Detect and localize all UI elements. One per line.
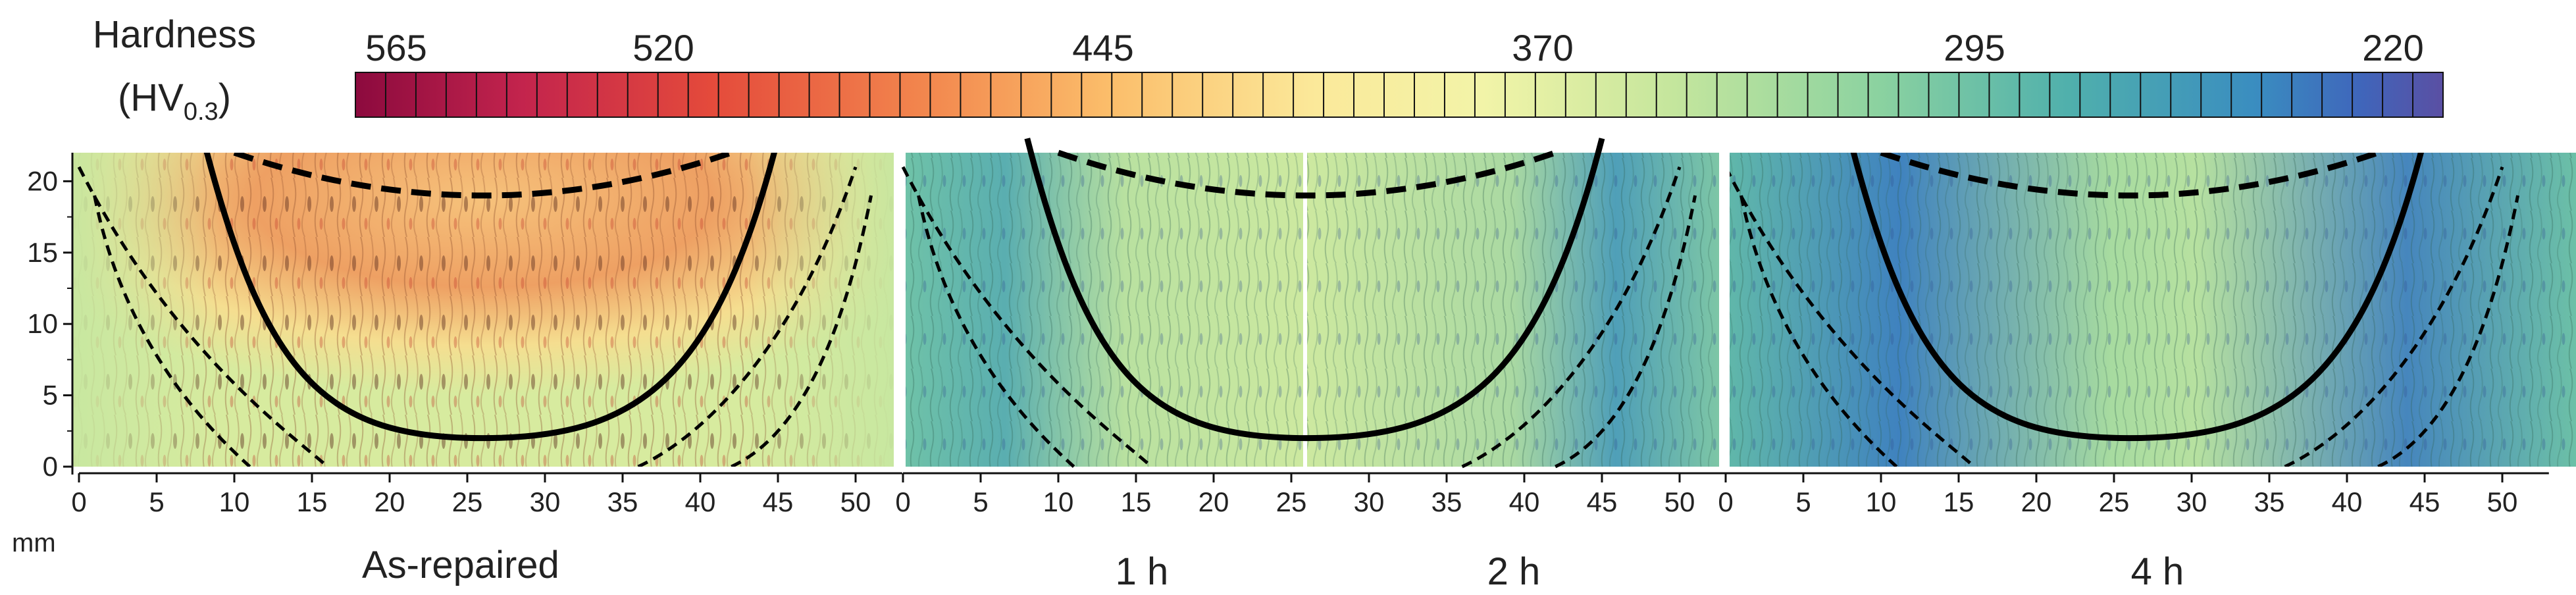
top-dashed-line [1057,149,1557,199]
heatmap-edge-fade [72,153,894,467]
fusion-boundaries [77,153,873,467]
panel-caption: As-repaired [362,544,559,586]
x-tick-label: 10 [1866,486,1897,517]
x-tick-label: 15 [1944,486,1974,517]
colorbar-tick-label: 520 [632,27,694,68]
x-tick-label: 30 [1354,486,1385,517]
x-tick-label: 0 [71,486,86,517]
x-axis: 0 5 10 15 20 25 30 35 40 45 50 [1718,472,2549,517]
colorbar-tick-label: 370 [1512,27,1573,68]
x-tick-label: 20 [2021,486,2052,517]
colorbar-title-line1: Hardness [93,13,256,56]
haz-inner-dashed-line [77,166,858,467]
haz-inner-dashed-line [1730,166,2504,467]
panel-as-repaired: 0 5 10 15 20 0 5 10 15 20 25 30 35 40 45 50 mm As-repa… [12,153,902,586]
colorbar-gradient [355,72,2443,117]
x-tick-label: 50 [2487,486,2518,517]
heatmap-texture [1305,153,1719,467]
x-tick-label: 45 [1587,486,1618,517]
x-tick-label: 40 [2332,486,2363,517]
x-tick-label: 15 [1121,486,1152,517]
y-tick-label: 10 [27,308,58,339]
x-tick-label: 5 [973,486,988,517]
x-tick-label: 40 [685,486,716,517]
haz-outer-dashed-line [917,195,1697,469]
heatmap-texture [1730,153,2576,467]
x-tick-label: 30 [530,486,561,517]
y-axis: 0 5 10 15 20 [27,153,74,482]
x-tick-label: 30 [2177,486,2207,517]
colorbar-tick-label: 295 [1944,27,2005,68]
x-tick-label: 5 [1795,486,1811,517]
x-axis-unit-label: mm [12,529,56,557]
x-tick-label: 35 [607,486,638,517]
x-tick-label: 10 [219,486,250,517]
top-dashed-line [233,153,733,199]
x-axis: 0 5 10 15 20 25 30 35 40 45 50 [71,472,902,517]
top-dashed-line [1880,153,2379,199]
fusion-boundaries [1730,153,2520,467]
x-tick-label: 25 [452,486,483,517]
colorbar-tick-label: 445 [1072,27,1133,68]
fusion-line-solid [203,153,777,442]
panel-caption: 2 h [1487,550,1541,593]
y-tick-label: 15 [27,237,58,268]
x-tick-label: 35 [2254,486,2285,517]
colorbar-tick-label: 565 [365,27,426,68]
panel-4h: 0 5 10 15 20 25 30 35 40 45 50 4 h [1718,153,2576,593]
colorbar-tick-label: 220 [2362,27,2423,68]
heatmap-texture [906,153,1305,467]
x-tick-label: 45 [2409,486,2440,517]
colorbar: Hardness (HV0.3) 565 520 445 370 295 220 [93,13,2444,126]
x-tick-label: 15 [297,486,328,517]
x-tick-label: 20 [374,486,405,517]
panel-caption: 4 h [2131,550,2184,593]
colorbar-tick-labels: 565 520 445 370 295 220 [365,27,2423,68]
x-tick-label: 10 [1043,486,1074,517]
x-tick-label: 0 [1718,486,1733,517]
x-tick-label: 25 [1276,486,1307,517]
fusion-boundaries [901,138,1697,469]
panel-caption: 1 h [1116,550,1169,593]
colorbar-band-lines [384,72,2414,117]
x-tick-label: 50 [840,486,871,517]
x-axis: 0 5 10 15 20 25 30 35 40 45 50 [895,472,1726,517]
haz-inner-dashed-line [901,166,1682,469]
haz-outer-dashed-line [93,195,873,467]
haz-outer-dashed-line [1739,195,2520,467]
x-tick-label: 0 [895,486,910,517]
x-tick-label: 5 [149,486,164,517]
x-tick-label: 40 [1509,486,1540,517]
fusion-line-solid [1850,153,2424,442]
y-tick-label: 20 [27,165,58,196]
x-tick-label: 25 [2099,486,2130,517]
x-tick-label: 20 [1198,486,1229,517]
colorbar-title-line2: (HV0.3) [118,76,231,126]
colorbar-frame [355,72,2444,118]
x-tick-label: 45 [763,486,794,517]
panel-1h-2h: 0 5 10 15 20 25 30 35 40 45 50 1 h 2 h [895,138,1726,593]
y-tick-label: 5 [43,380,58,411]
fusion-line-solid [1024,138,1605,442]
y-tick-label: 0 [43,451,58,482]
x-tick-label: 35 [1431,486,1462,517]
x-tick-label: 50 [1664,486,1695,517]
